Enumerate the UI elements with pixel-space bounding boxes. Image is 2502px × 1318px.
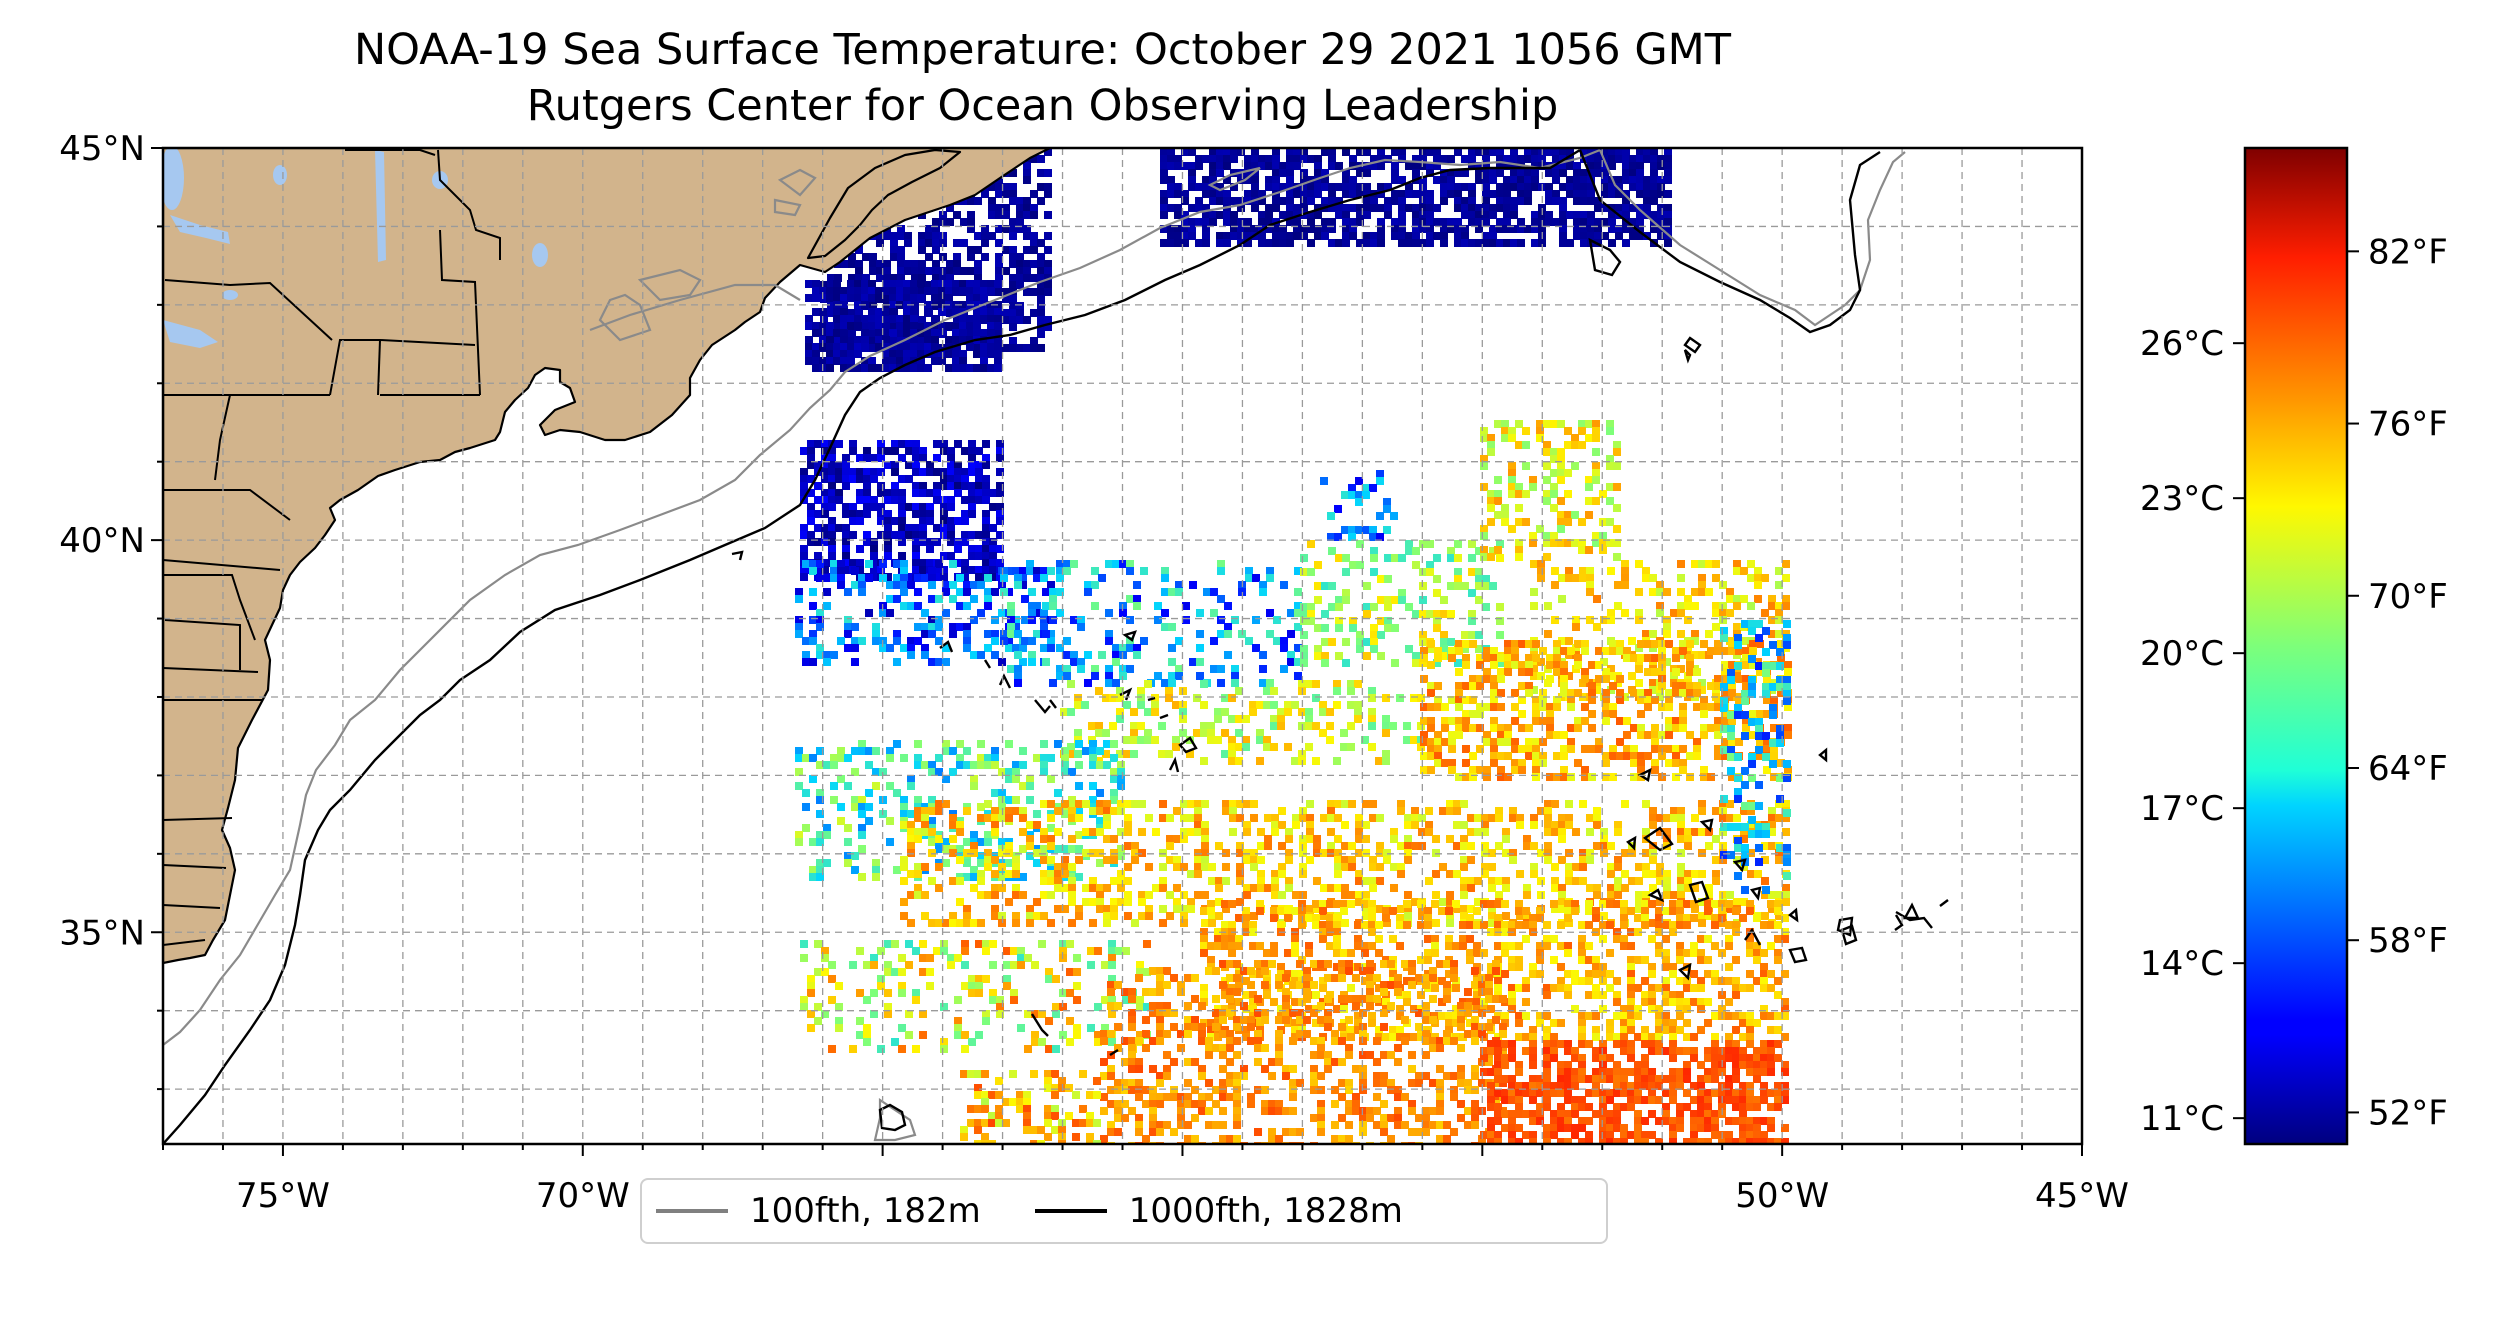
legend-label-100fth: 100fth, 182m xyxy=(750,1191,981,1231)
colorbar-fahrenheit-label: 82°F xyxy=(2368,232,2448,272)
colorbar-celsius-label: 17°C xyxy=(2140,789,2224,829)
colorbar-celsius-label: 26°C xyxy=(2140,324,2224,364)
colorbar-fahrenheit-label: 64°F xyxy=(2368,749,2448,789)
colorbar: 26°C 23°C 20°C 17°C 14°C 11°C 82°F 76°F 70°F 64°… xyxy=(2140,146,2448,1146)
y-axis: 45°N 40°N 35°N xyxy=(59,129,163,1091)
land-north-america xyxy=(163,148,1052,965)
x-tick-label: 45°W xyxy=(2035,1176,2129,1216)
colorbar-fahrenheit-label: 52°F xyxy=(2368,1093,2448,1133)
colorbar-fahrenheit-axis: 82°F 76°F 70°F 64°F 58°F 52°F xyxy=(2347,232,2448,1133)
colorbar-gradient xyxy=(2243,146,2349,1146)
x-tick-label: 70°W xyxy=(536,1176,630,1216)
x-tick-label: 50°W xyxy=(1735,1176,1829,1216)
land-nova-scotia xyxy=(806,148,962,260)
colorbar-fahrenheit-label: 76°F xyxy=(2368,405,2448,445)
title-line-2: Rutgers Center for Ocean Observing Leade… xyxy=(526,81,1559,131)
x-tick-label: 75°W xyxy=(236,1176,330,1216)
map-gridlines xyxy=(163,148,2082,1144)
y-tick-label: 35°N xyxy=(59,913,145,953)
state-borders xyxy=(163,149,501,946)
map-legend: 100fth, 182m 1000fth, 1828m xyxy=(640,1178,1608,1244)
legend-item-100fth: 100fth, 182m xyxy=(656,1191,981,1231)
colorbar-fahrenheit-label: 58°F xyxy=(2368,921,2448,961)
isobath-1000fth xyxy=(163,148,1949,1144)
legend-item-1000fth: 1000fth, 1828m xyxy=(1034,1191,1403,1231)
colorbar-fahrenheit-label: 70°F xyxy=(2368,577,2448,617)
chart-title: NOAA-19 Sea Surface Temperature: October… xyxy=(0,22,2085,134)
legend-line-1000fth xyxy=(1034,1209,1107,1213)
inland-water xyxy=(163,148,548,348)
colorbar-celsius-label: 11°C xyxy=(2140,1099,2224,1139)
title-line-1: NOAA-19 Sea Surface Temperature: October… xyxy=(353,25,1732,75)
y-tick-label: 45°N xyxy=(59,129,145,169)
isobath-100fth xyxy=(163,148,1906,1142)
colorbar-celsius-label: 14°C xyxy=(2140,944,2224,984)
colorbar-celsius-label: 23°C xyxy=(2140,479,2224,519)
y-tick-label: 40°N xyxy=(59,521,145,561)
colorbar-celsius-axis: 26°C 23°C 20°C 17°C 14°C 11°C xyxy=(2140,324,2245,1139)
legend-label-1000fth: 1000fth, 1828m xyxy=(1128,1191,1403,1231)
colorbar-celsius-label: 20°C xyxy=(2140,634,2224,674)
legend-line-100fth xyxy=(656,1209,728,1213)
